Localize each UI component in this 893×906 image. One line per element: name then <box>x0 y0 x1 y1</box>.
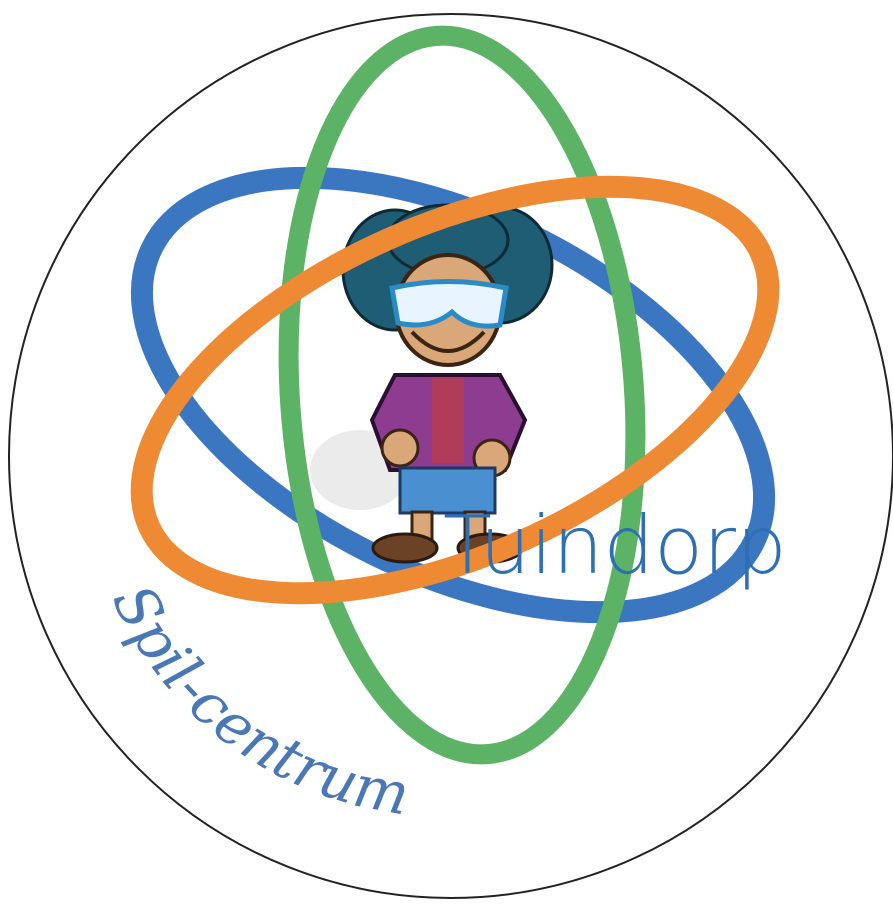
school-name: Tuindorp <box>443 499 787 592</box>
logo: Spil-centrum Tuindorp <box>0 0 893 906</box>
